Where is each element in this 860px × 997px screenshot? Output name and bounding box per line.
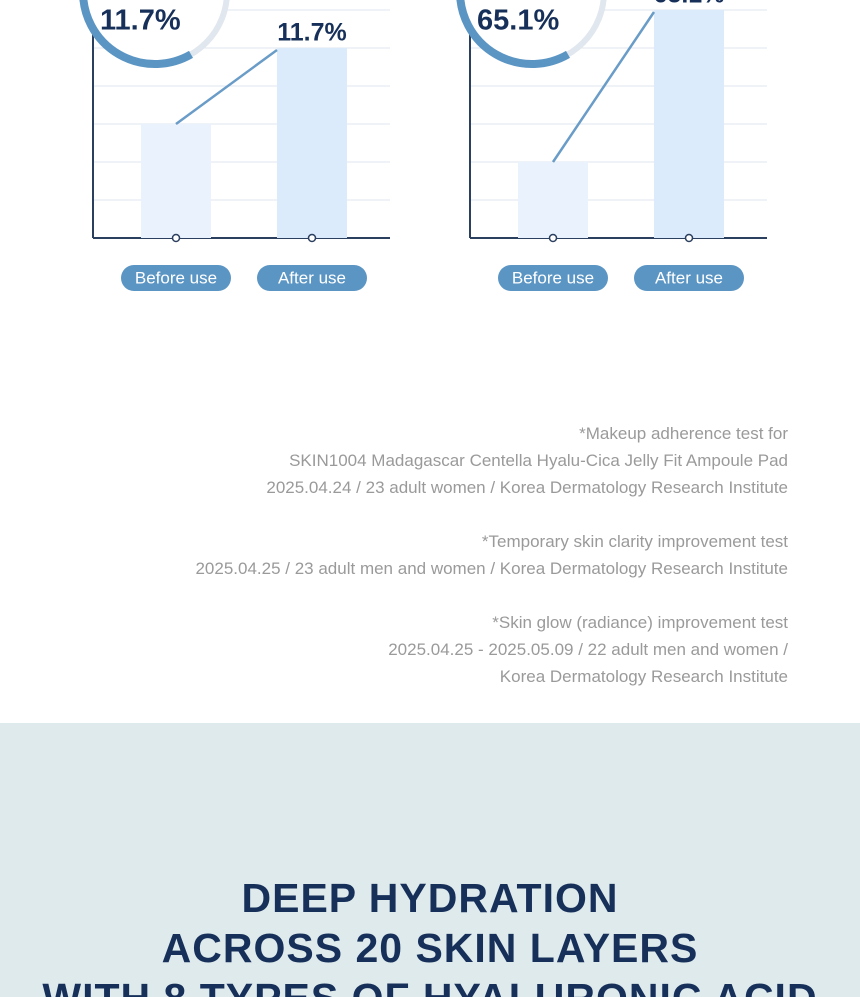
category-label: Before use [135,268,217,287]
trend-line [551,11,656,163]
heading-line: DEEP HYDRATION [241,875,619,921]
note-line: SKIN1004 Madagascar Centella Hyalu-Cica … [289,451,788,470]
axis-dot [684,233,694,243]
category-pill [121,265,231,291]
note-group: *Makeup adherence test for SKIN1004 Madag… [195,420,788,501]
category-pill [634,265,744,291]
trend-line [175,48,278,126]
note-line: 2025.04.25 - 2025.05.09 / 22 adult men a… [388,640,788,659]
axis-dot [548,233,558,243]
bar-label: 11.7% [277,19,347,47]
badge-value: 11.7% [100,5,181,37]
note-line: *Makeup adherence test for [579,424,788,443]
note-line: 2025.04.25 / 23 adult men and women / Ko… [195,559,788,578]
badge-ring [456,0,570,68]
note-group: *Skin glow (radiance) improvement test 20… [195,609,788,690]
bar [518,162,588,238]
axis-dot [307,233,317,243]
heading-line: WITH 8 TYPES OF HYALURONIC ACID [0,973,860,997]
bar [141,124,211,238]
note-line: 2025.04.24 / 23 adult women / Korea Derm… [266,478,788,497]
bar [654,10,724,238]
axis-dot [171,233,181,243]
badge-ring [79,0,193,68]
note-line: *Temporary skin clarity improvement test [481,532,788,551]
note-line: Korea Dermatology Research Institute [499,667,788,686]
badge-value: 65.1% [477,5,559,37]
category-label: After use [655,268,723,287]
category-label: After use [278,268,346,287]
category-pill [257,265,367,291]
bar [277,48,347,238]
note-line: *Skin glow (radiance) improvement test [492,613,788,632]
note-group: *Temporary skin clarity improvement test… [195,528,788,582]
footnotes: *Makeup adherence test for SKIN1004 Madag… [195,420,788,717]
heading-line: ACROSS 20 SKIN LAYERS [161,925,699,971]
category-pill [498,265,608,291]
category-label: Before use [512,268,594,287]
bar-label: 65.1% [654,0,725,9]
